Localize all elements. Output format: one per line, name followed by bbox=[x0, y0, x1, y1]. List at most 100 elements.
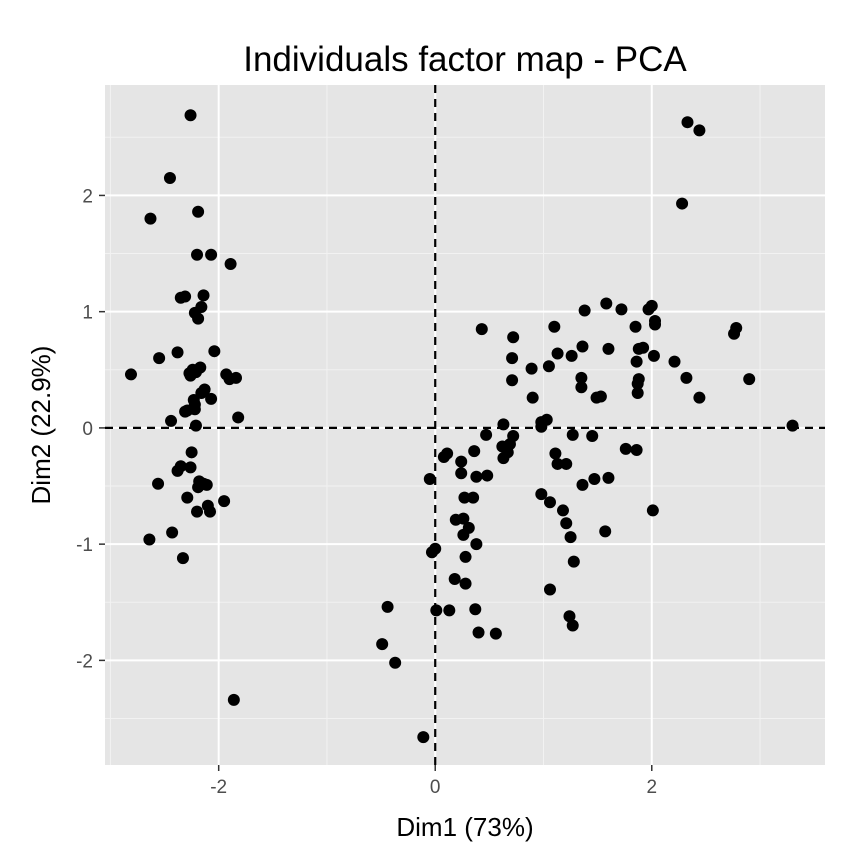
chart-title: Individuals factor map - PCA bbox=[243, 40, 687, 79]
y-tick-label: 2 bbox=[82, 186, 93, 207]
data-point bbox=[565, 349, 578, 362]
data-point bbox=[469, 603, 482, 616]
data-point bbox=[218, 495, 231, 508]
data-points bbox=[124, 109, 799, 744]
data-point bbox=[376, 638, 389, 651]
data-point bbox=[543, 583, 556, 596]
data-point bbox=[227, 693, 240, 706]
data-point bbox=[179, 405, 192, 418]
data-point bbox=[676, 197, 689, 210]
y-tick-label: -1 bbox=[76, 535, 93, 556]
data-point bbox=[166, 526, 179, 539]
data-point bbox=[543, 496, 556, 509]
reference-lines bbox=[105, 85, 825, 765]
data-point bbox=[205, 392, 218, 405]
data-point bbox=[600, 297, 613, 310]
data-point bbox=[481, 469, 494, 482]
y-axis-title: Dim2 (22.9%) bbox=[26, 346, 56, 505]
data-point bbox=[200, 478, 213, 491]
x-tick-label: 2 bbox=[646, 777, 657, 798]
data-point bbox=[489, 627, 502, 640]
data-point bbox=[619, 442, 632, 455]
data-point bbox=[567, 555, 580, 568]
data-point bbox=[189, 419, 202, 432]
data-point bbox=[525, 362, 538, 375]
data-point bbox=[144, 212, 157, 225]
data-point bbox=[184, 369, 197, 382]
y-axis-ticks: -2 -1 0 1 2 bbox=[76, 186, 105, 672]
data-point bbox=[497, 418, 510, 431]
data-point bbox=[470, 538, 483, 551]
data-point bbox=[430, 604, 443, 617]
data-point bbox=[647, 349, 660, 362]
x-axis-ticks: -2 0 2 bbox=[210, 765, 657, 798]
data-point bbox=[468, 445, 481, 458]
data-point bbox=[551, 457, 564, 470]
data-point bbox=[602, 471, 615, 484]
data-point bbox=[143, 533, 156, 546]
data-point bbox=[631, 387, 644, 400]
data-point bbox=[449, 513, 462, 526]
data-point bbox=[192, 205, 205, 218]
data-point bbox=[642, 303, 655, 316]
data-point bbox=[176, 552, 189, 565]
data-point bbox=[455, 455, 468, 468]
plot-panel bbox=[105, 85, 825, 765]
data-point bbox=[165, 414, 178, 427]
data-point bbox=[629, 320, 642, 333]
data-point bbox=[458, 491, 471, 504]
data-point bbox=[588, 473, 601, 486]
data-point bbox=[566, 428, 579, 441]
x-tick-label: 0 bbox=[430, 777, 441, 798]
data-point bbox=[467, 491, 480, 504]
data-point bbox=[506, 374, 519, 387]
data-point bbox=[535, 420, 548, 433]
data-point bbox=[632, 342, 645, 355]
data-point bbox=[459, 577, 472, 590]
data-point bbox=[153, 352, 166, 365]
y-tick-label: 1 bbox=[82, 303, 93, 324]
x-axis-title: Dim1 (73%) bbox=[396, 812, 533, 842]
data-point bbox=[575, 371, 588, 384]
y-tick-label: -2 bbox=[76, 651, 93, 672]
data-point bbox=[556, 504, 569, 517]
data-point bbox=[184, 461, 197, 474]
data-point bbox=[743, 373, 756, 386]
data-point bbox=[389, 656, 402, 669]
data-point bbox=[566, 619, 579, 632]
data-point bbox=[192, 312, 205, 325]
data-point bbox=[693, 124, 706, 137]
data-point bbox=[448, 573, 461, 586]
data-point bbox=[586, 430, 599, 443]
data-point bbox=[507, 331, 520, 344]
data-point bbox=[224, 258, 237, 271]
data-point bbox=[429, 542, 442, 555]
data-point bbox=[381, 600, 394, 613]
data-point bbox=[560, 457, 573, 470]
data-point bbox=[506, 352, 519, 365]
data-point bbox=[560, 517, 573, 530]
data-point bbox=[576, 340, 589, 353]
data-point bbox=[179, 290, 192, 303]
data-point bbox=[548, 320, 561, 333]
data-point bbox=[191, 505, 204, 518]
data-point bbox=[578, 304, 591, 317]
data-point bbox=[457, 528, 470, 541]
data-point bbox=[594, 390, 607, 403]
data-point bbox=[184, 109, 197, 122]
data-point bbox=[152, 477, 165, 490]
data-point bbox=[728, 327, 741, 340]
data-point bbox=[124, 368, 137, 381]
data-point bbox=[681, 116, 694, 129]
data-point bbox=[232, 411, 245, 424]
data-point bbox=[188, 403, 201, 416]
data-point bbox=[693, 391, 706, 404]
data-point bbox=[576, 478, 589, 491]
data-point bbox=[185, 446, 198, 459]
data-point bbox=[171, 346, 184, 359]
data-point bbox=[646, 504, 659, 517]
data-point bbox=[443, 604, 456, 617]
data-point bbox=[191, 248, 204, 261]
data-point bbox=[630, 355, 643, 368]
